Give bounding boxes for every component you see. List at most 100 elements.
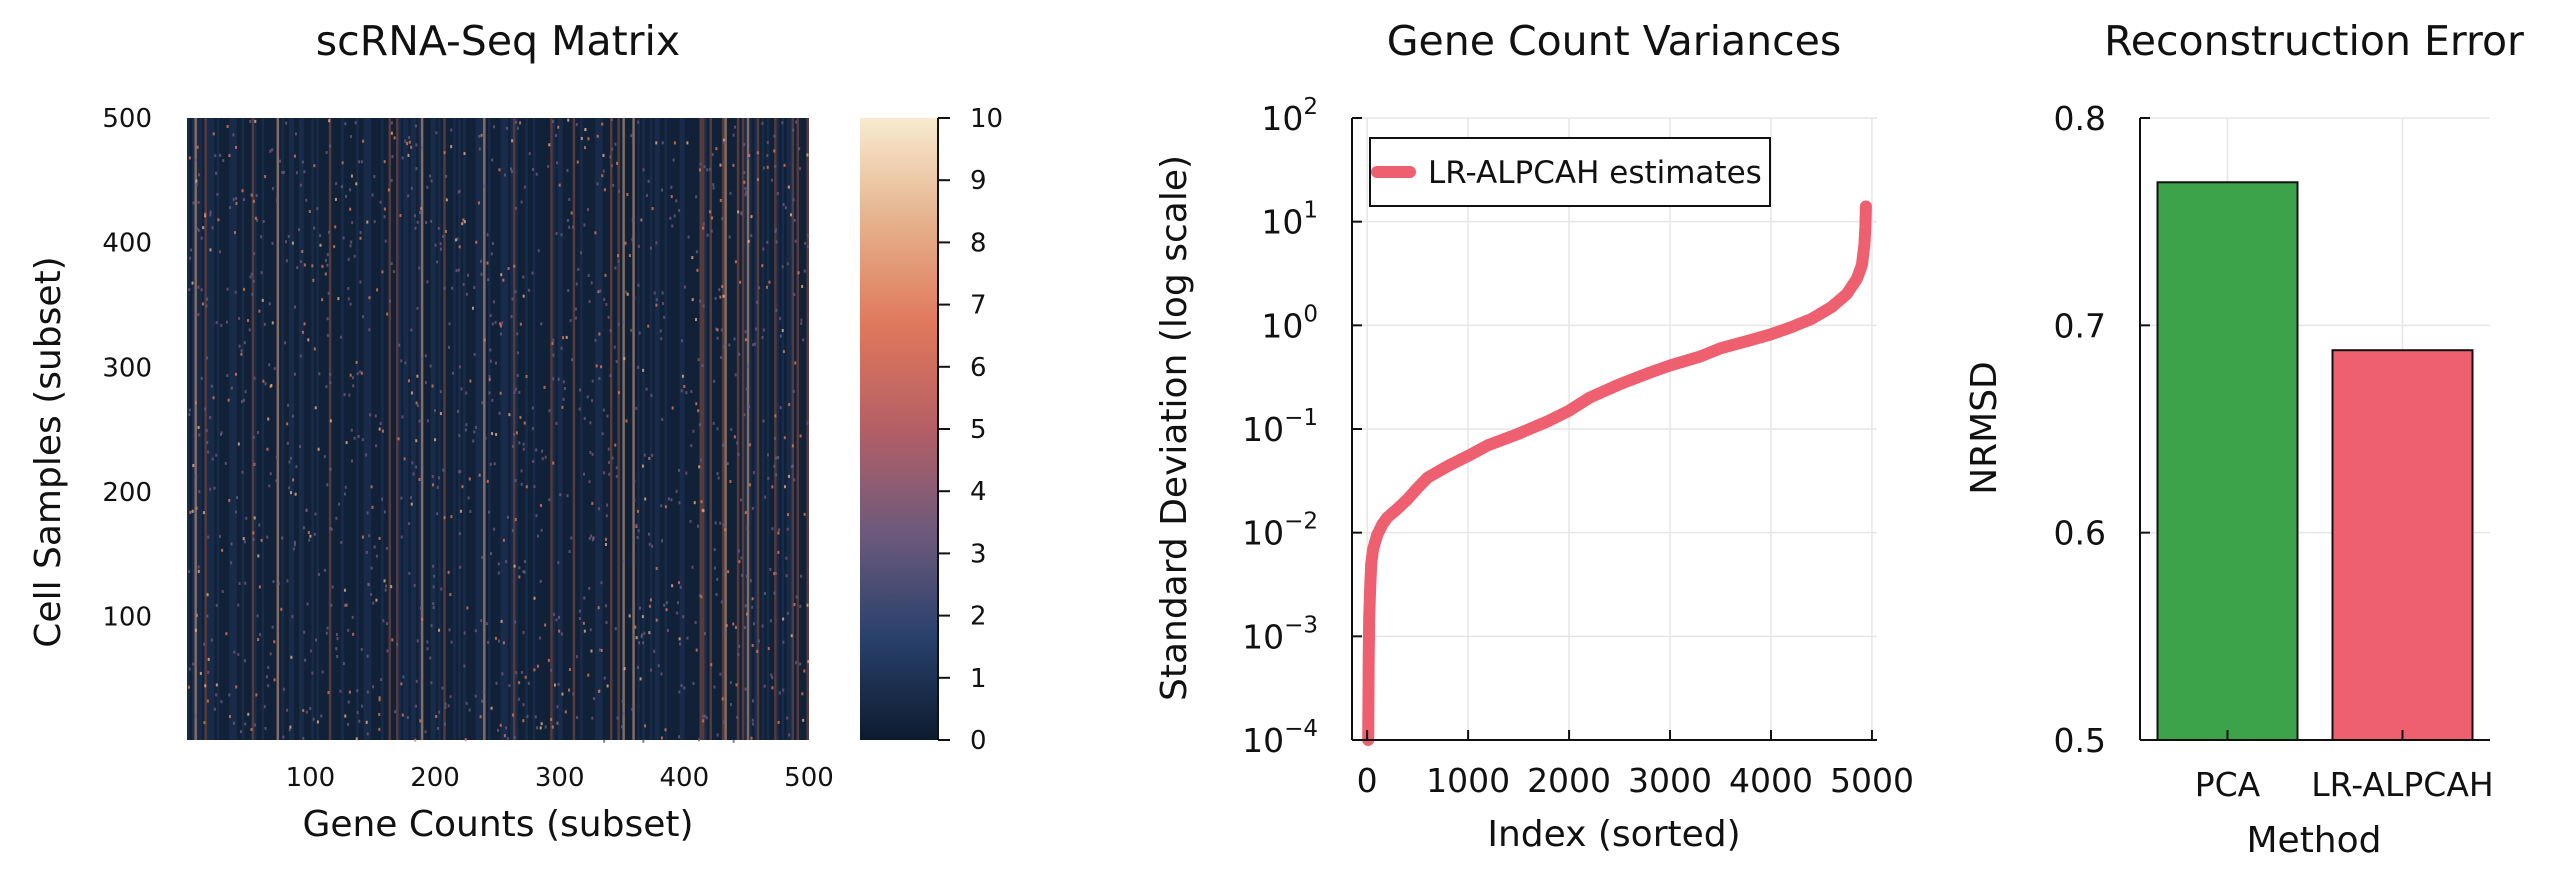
heatmap-cell <box>596 134 599 138</box>
heatmap-column <box>498 118 501 740</box>
heatmap-cell <box>495 681 498 685</box>
heatmap-cell <box>243 287 246 291</box>
heatmap-cell <box>463 220 466 224</box>
heatmap-cell <box>390 121 393 125</box>
heatmap-cell <box>607 447 610 451</box>
heatmap-cell <box>336 654 339 658</box>
heatmap-cell <box>675 489 678 493</box>
heatmap-cell <box>744 186 747 190</box>
heatmap-cell <box>792 198 795 202</box>
heatmap-cell <box>640 218 643 222</box>
heatmap-cell <box>520 469 523 473</box>
heatmap-cell <box>436 512 439 516</box>
heatmap-cell <box>748 483 751 487</box>
heatmap-cell <box>775 571 778 575</box>
heatmap-cell <box>733 125 736 129</box>
variance-y-tick-label: 10−4 <box>1242 716 1318 760</box>
heatmap-cell <box>686 141 689 145</box>
heatmap-cell <box>271 148 274 152</box>
heatmap-cell <box>415 704 418 708</box>
heatmap-cell <box>678 690 681 694</box>
heatmap-cell <box>415 401 418 405</box>
heatmap-cell <box>222 159 225 163</box>
heatmap-cell <box>660 672 663 676</box>
heatmap-cell <box>206 614 209 618</box>
heatmap-cell <box>497 728 500 732</box>
heatmap-cell <box>215 453 218 457</box>
heatmap-cell <box>625 290 628 294</box>
heatmap-cell <box>254 216 257 220</box>
heatmap-column <box>289 118 292 740</box>
heatmap-cell <box>192 662 195 666</box>
heatmap-cell <box>544 623 547 627</box>
heatmap-cell <box>360 371 363 375</box>
heatmap-cell <box>714 521 717 525</box>
heatmap-cell <box>281 536 284 540</box>
heatmap-column <box>570 118 573 740</box>
heatmap-cell <box>413 583 416 587</box>
heatmap-cell <box>188 667 191 671</box>
heatmap-column <box>664 118 668 740</box>
heatmap-x-tick-label: 300 <box>535 763 585 793</box>
heatmap-cell <box>234 372 237 376</box>
heatmap-cell <box>218 534 221 538</box>
heatmap-cell <box>499 322 502 326</box>
heatmap-cell <box>213 486 216 490</box>
heatmap-cell <box>421 357 424 361</box>
heatmap-cell <box>544 455 547 459</box>
heatmap-cell <box>335 647 338 651</box>
heatmap-cell <box>589 628 592 632</box>
heatmap-cell <box>303 170 306 174</box>
heatmap-cell <box>722 294 725 298</box>
heatmap-y-tick-label: 300 <box>102 353 152 383</box>
heatmap-cell <box>491 398 494 402</box>
heatmap-cell <box>795 661 798 665</box>
heatmap-cell <box>774 164 777 168</box>
heatmap-cell <box>782 203 785 207</box>
heatmap-cell <box>269 472 272 476</box>
heatmap-cell <box>751 506 754 510</box>
heatmap-cell <box>628 614 631 618</box>
heatmap-cell <box>345 441 348 445</box>
heatmap-cell <box>424 730 427 734</box>
heatmap-cell <box>633 296 636 300</box>
heatmap-cell <box>552 377 555 381</box>
heatmap-cell <box>566 168 569 172</box>
heatmap-column <box>632 118 635 740</box>
heatmap-cell <box>390 131 393 135</box>
heatmap-cell <box>191 509 194 513</box>
heatmap-cell <box>635 406 638 410</box>
heatmap-cell <box>557 377 560 381</box>
heatmap-cell <box>797 271 800 275</box>
heatmap-cell <box>678 208 681 212</box>
heatmap-cell <box>458 434 461 438</box>
heatmap-cell <box>743 143 746 147</box>
heatmap-column <box>751 118 755 740</box>
heatmap-cell <box>229 206 232 210</box>
heatmap-cell <box>751 605 754 609</box>
heatmap-cell <box>566 494 569 498</box>
heatmap-cell <box>430 624 433 628</box>
heatmap-cell <box>194 401 197 405</box>
heatmap-cell <box>775 473 778 477</box>
heatmap-cell <box>515 671 518 675</box>
heatmap-cell <box>761 624 764 628</box>
heatmap-cell <box>701 364 704 368</box>
heatmap-cell <box>695 250 698 254</box>
heatmap-cell <box>781 121 784 125</box>
heatmap-cell <box>628 254 631 258</box>
heatmap-cell <box>739 498 742 502</box>
heatmap-cell <box>799 604 802 608</box>
heatmap-cell <box>282 170 285 174</box>
heatmap-cell <box>317 572 320 576</box>
heatmap-cell <box>407 194 410 198</box>
heatmap-cell <box>461 222 464 226</box>
heatmap-cell <box>615 474 618 478</box>
heatmap-column <box>721 118 725 740</box>
heatmap-column <box>296 118 299 740</box>
heatmap-cell <box>408 571 411 575</box>
heatmap-cell <box>598 648 601 652</box>
heatmap-cell <box>757 639 760 643</box>
heatmap-cell <box>660 736 663 740</box>
